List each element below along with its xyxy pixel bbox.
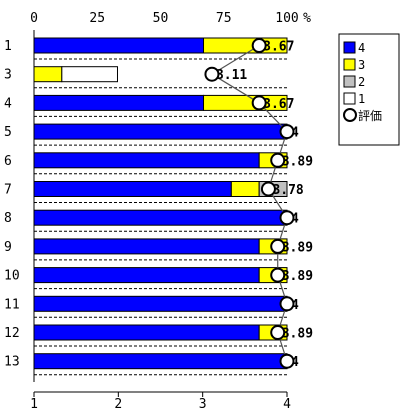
rating-value-label: 3.89 — [282, 154, 313, 169]
rating-value-label: 4 — [291, 355, 299, 370]
bottom-tick-label: 1 — [30, 397, 38, 410]
rating-value-label: 3.67 — [263, 40, 294, 55]
legend-swatch-2 — [343, 75, 356, 88]
category-label: 6 — [4, 154, 12, 169]
category-label: 4 — [4, 96, 12, 111]
bar-segment-1 — [61, 66, 118, 83]
category-label: 10 — [4, 269, 20, 284]
rating-marker — [279, 353, 295, 369]
bar-segment-4 — [33, 209, 288, 226]
top-tick-label: 50 — [153, 11, 169, 26]
category-label: 5 — [4, 125, 12, 140]
legend: 4 3 2 1 評価 — [338, 33, 400, 146]
rating-value-label: 3.89 — [282, 269, 313, 284]
legend-swatch-1 — [343, 92, 356, 105]
rating-line: 3.67 3.11 3.67 4 3.89 3.78 4 3.89 3.89 4 3.89 4 — [204, 38, 313, 370]
bar-segment-4 — [33, 123, 288, 140]
bar-segment-3 — [230, 181, 260, 197]
rating-marker — [270, 325, 286, 340]
rating-marker — [270, 238, 286, 254]
bar-segment-4 — [33, 94, 205, 111]
rating-marker — [270, 267, 286, 283]
top-tick-label: 75 — [216, 11, 232, 26]
legend-label: 2 — [358, 75, 365, 89]
category-label: 8 — [4, 211, 12, 226]
rating-marker — [279, 296, 295, 312]
top-axis-unit: % — [303, 11, 311, 26]
bottom-tick-label: 3 — [199, 397, 207, 410]
bar-segment-4 — [33, 353, 288, 370]
bar-segment-4 — [33, 238, 260, 255]
rating-marker — [204, 66, 220, 82]
bar-segment-4 — [33, 152, 260, 169]
category-label: 12 — [4, 326, 20, 341]
rating-value-label: 3.67 — [263, 97, 294, 112]
bar-segment-4 — [33, 267, 260, 284]
category-label: 11 — [4, 297, 20, 312]
bar-segment-4 — [33, 324, 260, 341]
category-label: 7 — [4, 183, 12, 198]
rating-marker — [251, 38, 267, 53]
bars — [33, 30, 288, 382]
bottom-tick-label: 4 — [283, 397, 291, 410]
rating-polyline — [210, 44, 288, 362]
rating-value-label: 3.89 — [282, 240, 313, 255]
rating-marker — [279, 124, 295, 140]
category-label: 13 — [4, 355, 20, 370]
legend-label: 4 — [358, 41, 365, 55]
category-label: 3 — [4, 68, 12, 83]
rating-value-label: 4 — [291, 212, 299, 227]
rating-value-label: 3.78 — [272, 183, 303, 198]
top-axis: 0 25 50 75 100% — [30, 11, 311, 26]
legend-label: 1 — [358, 92, 365, 106]
top-tick-label: 100 — [275, 11, 298, 26]
category-label: 9 — [4, 240, 12, 255]
bar-segment-4 — [33, 37, 205, 54]
legend-swatch-3 — [343, 58, 356, 71]
top-tick-label: 25 — [89, 11, 105, 26]
rating-value-label: 4 — [291, 298, 299, 313]
bar-segment-3 — [33, 66, 63, 83]
legend-label: 評価 — [358, 108, 382, 123]
rating-value-label: 3.11 — [216, 68, 247, 83]
bottom-axis: 1 2 3 4 — [30, 391, 291, 410]
bottom-tick-label: 2 — [114, 397, 122, 410]
bar-segment-4 — [33, 295, 288, 312]
rating-marker — [270, 152, 286, 168]
rating-value-label: 3.89 — [282, 327, 313, 342]
top-tick-label: 0 — [30, 11, 38, 26]
legend-rating-marker — [343, 108, 357, 122]
legend-label: 3 — [358, 58, 365, 72]
rating-marker — [279, 210, 295, 226]
category-label: 1 — [4, 39, 12, 54]
bar-segment-3 — [203, 94, 288, 111]
bar-segment-4 — [33, 181, 232, 197]
rating-marker — [251, 95, 267, 111]
legend-swatch-4 — [343, 41, 356, 54]
rating-value-label: 4 — [291, 126, 299, 141]
rating-marker — [260, 181, 276, 197]
bar-segment-3 — [203, 37, 288, 54]
